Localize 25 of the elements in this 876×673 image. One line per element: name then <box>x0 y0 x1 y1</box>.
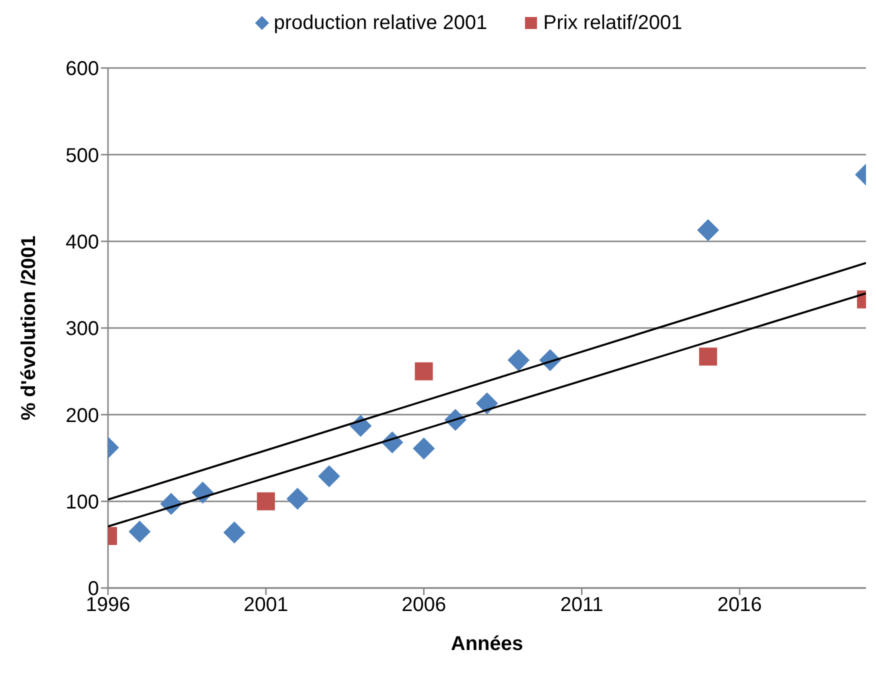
x-tick-label: 2001 <box>244 594 288 616</box>
y-tick-label: 600 <box>66 58 99 80</box>
point <box>412 437 435 460</box>
y-tick-label: 100 <box>66 491 99 514</box>
legend-label: Prix relatif/2001 <box>543 12 682 34</box>
point <box>256 492 275 510</box>
point <box>508 349 530 372</box>
legend-label: production relative 2001 <box>274 12 488 34</box>
y-tick-label: 500 <box>66 144 99 167</box>
x-tick-label: 2016 <box>717 594 762 616</box>
y-tick-label: 400 <box>66 231 99 254</box>
y-tick-label: 200 <box>66 404 99 427</box>
y-axis-title: % d'évolution /2001 <box>18 236 40 420</box>
point <box>128 520 151 543</box>
point <box>476 392 498 414</box>
point <box>286 488 308 510</box>
point <box>318 465 340 488</box>
x-tick-label: 2006 <box>402 594 446 616</box>
y-tick-label: 300 <box>66 318 99 340</box>
point <box>223 522 246 544</box>
point <box>699 348 718 366</box>
point <box>697 219 720 242</box>
x-axis-title: Années <box>450 633 524 655</box>
x-tick-label: 2011 <box>560 594 604 616</box>
point <box>414 362 433 380</box>
